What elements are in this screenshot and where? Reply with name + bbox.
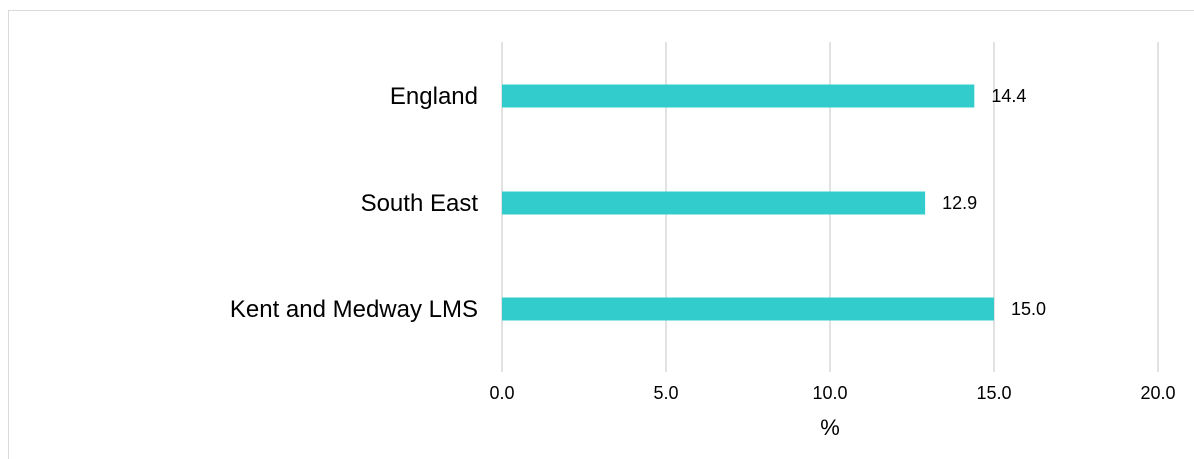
x-axis-title: % (820, 415, 840, 440)
bar (502, 84, 975, 108)
category-label: Kent and Medway LMS (230, 296, 478, 323)
bars (502, 84, 994, 321)
category-label: South East (361, 190, 479, 217)
x-tick-label: 5.0 (653, 383, 678, 403)
data-label: 14.4 (991, 86, 1026, 106)
x-tick-label: 15.0 (976, 383, 1011, 403)
labels: 0.0 5.0 10.0 15.0 20.0 England 14.4 South East 1… (230, 83, 1176, 403)
data-label: 12.9 (942, 193, 977, 213)
data-label: 15.0 (1011, 299, 1046, 319)
bar (502, 191, 926, 215)
x-tick-label: 10.0 (812, 383, 847, 403)
chart-frame (8, 10, 1194, 459)
bar (502, 297, 994, 321)
category-label: England (390, 83, 478, 110)
x-tick-label: 0.0 (489, 383, 514, 403)
x-tick-label: 20.0 (1140, 383, 1175, 403)
